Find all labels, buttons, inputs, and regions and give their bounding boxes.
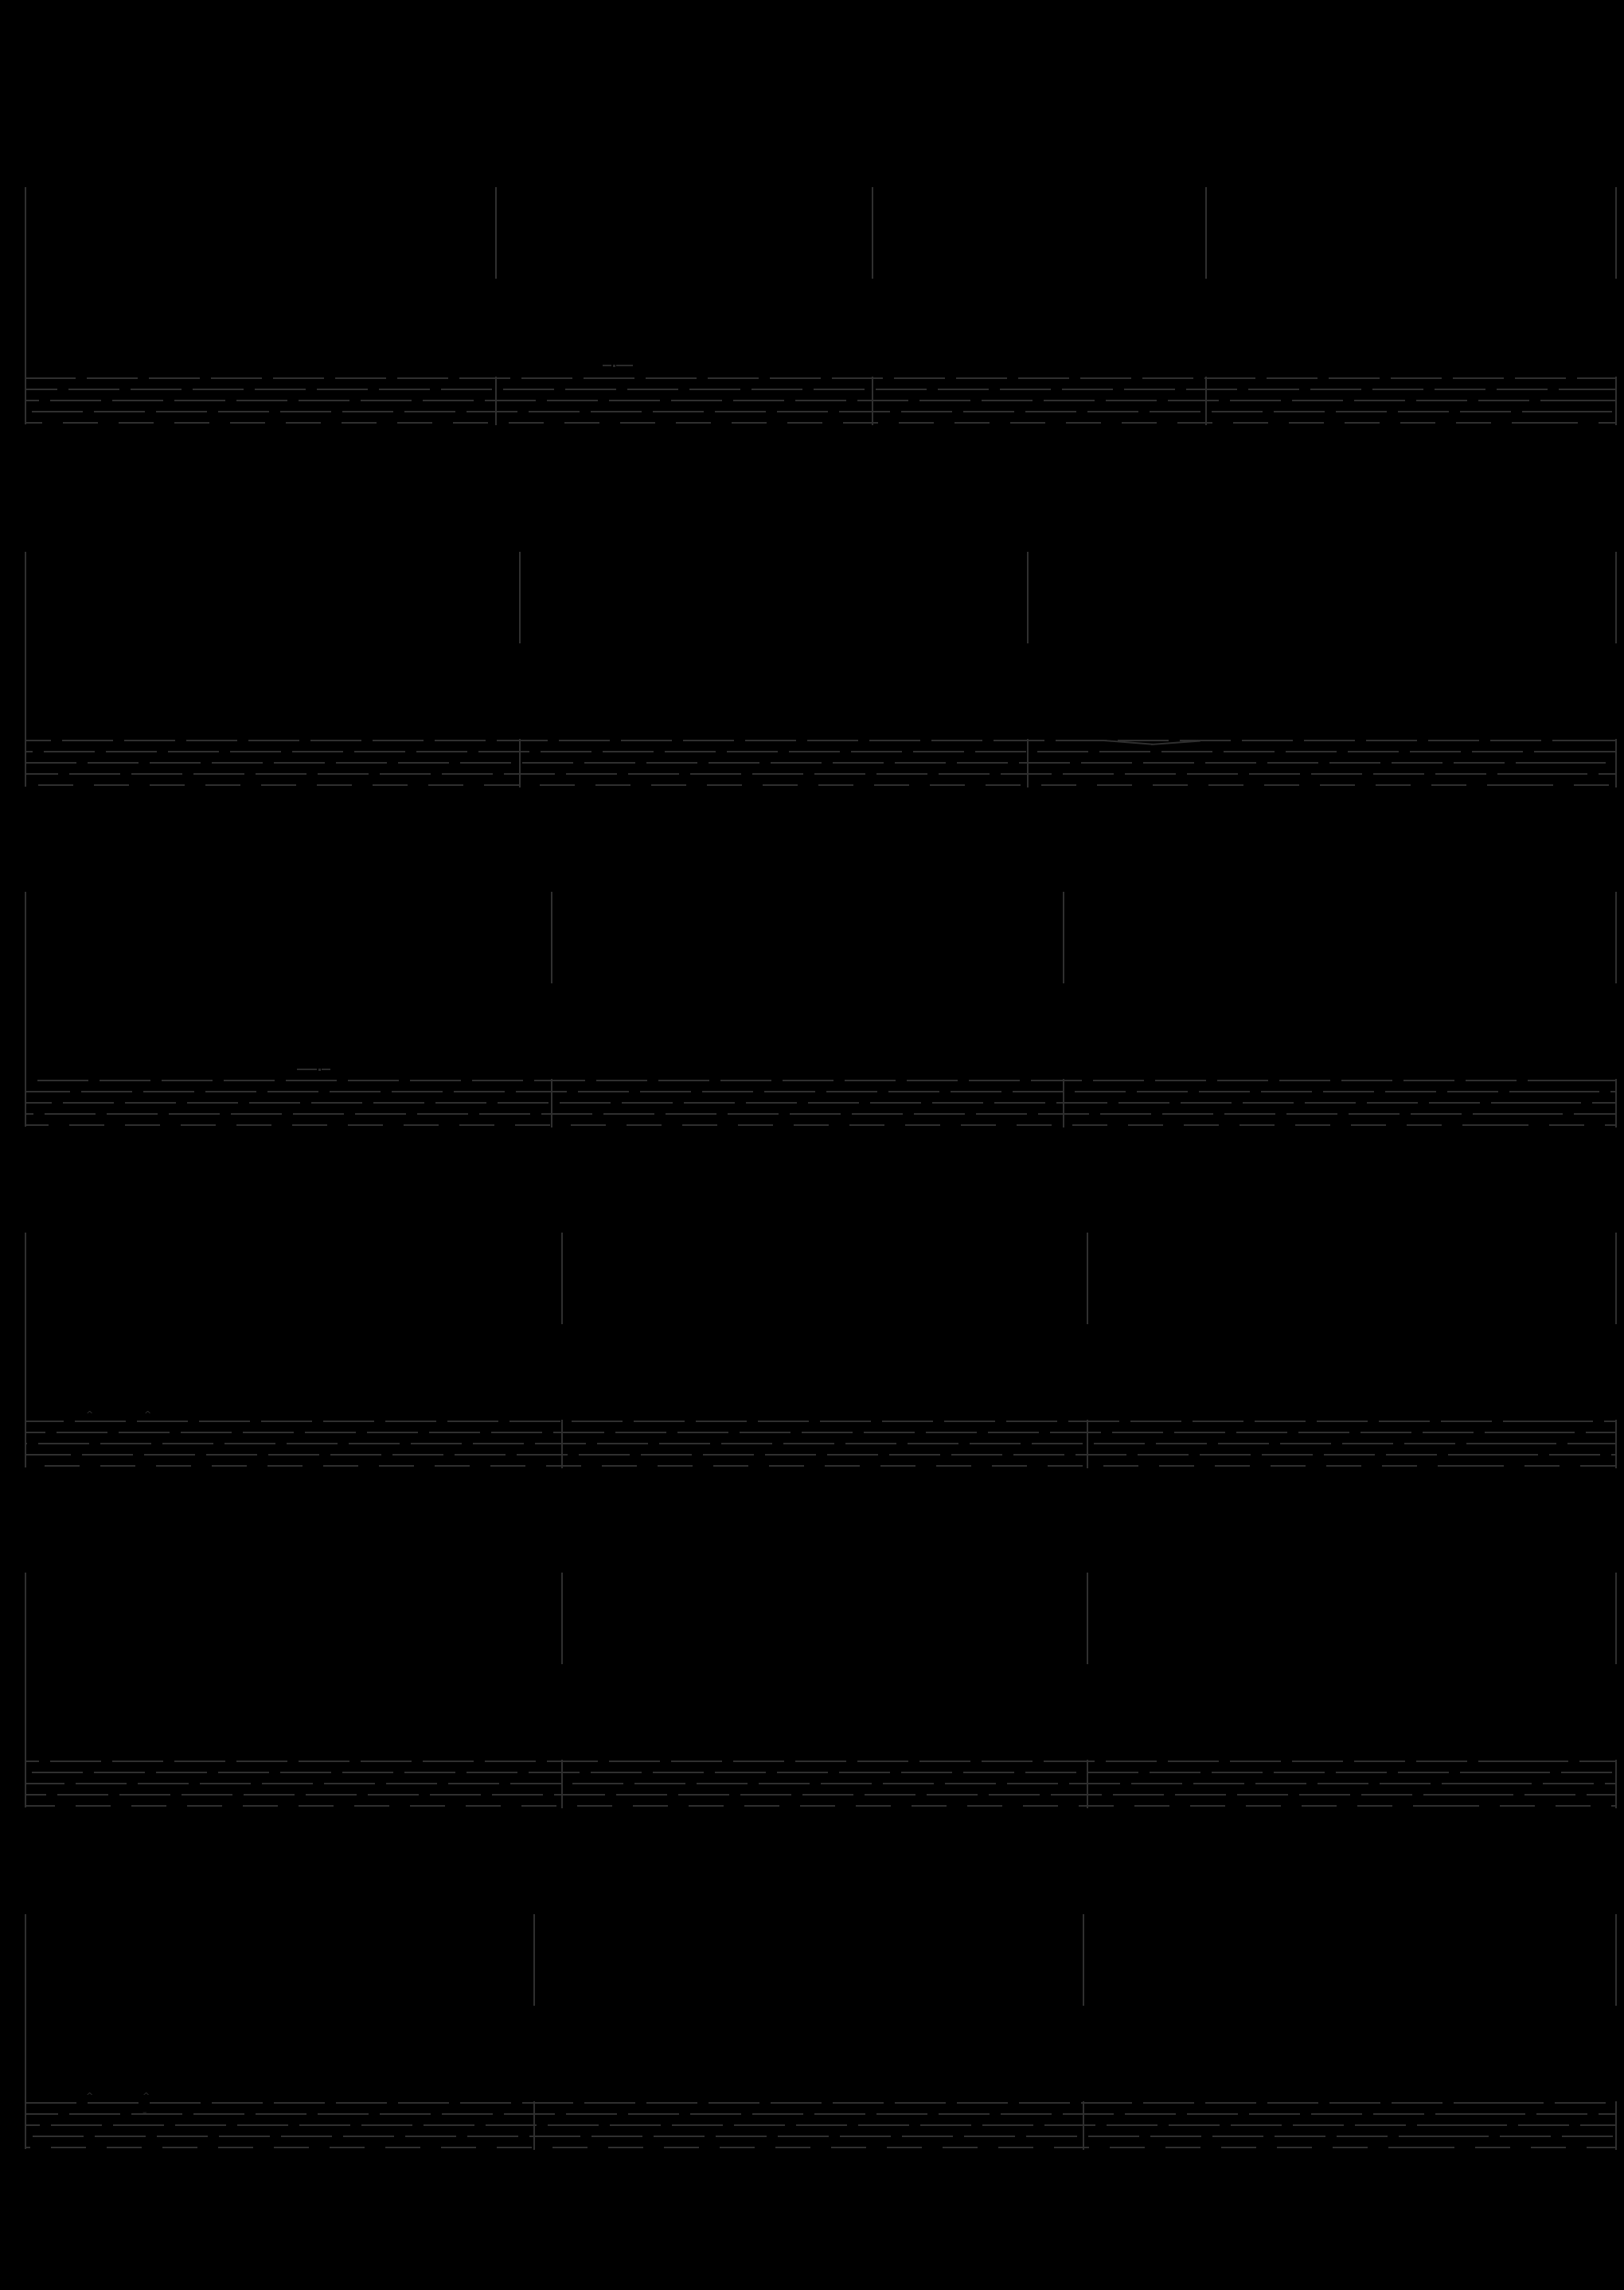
measure-barline xyxy=(519,739,521,787)
staff-line xyxy=(25,1432,1616,1433)
measure-barline xyxy=(1615,1420,1617,1468)
staff-line xyxy=(25,2113,1616,2115)
upper-staff-barline xyxy=(1615,892,1617,983)
illegible-marking-2 xyxy=(322,1069,330,1070)
accent-mark: – xyxy=(142,2107,147,2117)
upper-staff-barline xyxy=(1615,187,1617,279)
accent-mark: ^ xyxy=(86,2091,94,2101)
staff-line xyxy=(25,2102,1616,2104)
upper-staff-barline xyxy=(1087,1233,1088,1324)
measure-barline xyxy=(551,1079,552,1127)
staff-line xyxy=(25,751,1616,752)
staff-line xyxy=(25,1805,1616,1807)
measure-barline xyxy=(1615,377,1617,425)
staff-line xyxy=(25,1794,1616,1796)
staff-line xyxy=(25,762,1616,764)
illegible-marking-1 xyxy=(616,365,633,366)
system-start-barline xyxy=(25,187,26,424)
staff-line xyxy=(25,2124,1616,2126)
measure-barline xyxy=(872,377,873,425)
upper-staff-barline xyxy=(561,1573,563,1664)
staff-line xyxy=(25,1783,1616,1784)
staff-line xyxy=(25,1113,1616,1115)
staff-line xyxy=(25,740,1616,741)
measure-barline xyxy=(1205,377,1207,425)
staff-line xyxy=(25,784,1616,786)
measure-barline xyxy=(1087,1420,1088,1468)
upper-staff-barline xyxy=(1615,1573,1617,1664)
staff-line xyxy=(25,2136,1616,2137)
staff-line xyxy=(25,1760,1616,1762)
measure-barline xyxy=(1083,2101,1084,2150)
staff-line xyxy=(25,1454,1616,1456)
upper-staff-barline xyxy=(1087,1573,1088,1664)
measure-barline xyxy=(561,1760,563,1808)
system-start-barline xyxy=(25,552,26,787)
measure-barline xyxy=(1027,739,1029,787)
staff-line xyxy=(25,1091,1616,1092)
upper-staff-barline xyxy=(872,187,873,279)
upper-staff-barline xyxy=(1615,1914,1617,2006)
staff-line xyxy=(25,1102,1616,1104)
staff-line xyxy=(25,389,1616,390)
upper-staff-barline xyxy=(551,892,552,983)
measure-barline xyxy=(533,2101,535,2150)
upper-staff-barline xyxy=(533,1914,535,2006)
staff-line xyxy=(25,400,1616,401)
upper-staff-barline xyxy=(1205,187,1207,279)
upper-staff-barline xyxy=(519,552,521,643)
measure-barline xyxy=(561,1420,563,1468)
staff-line xyxy=(25,773,1616,775)
upper-staff-barline xyxy=(1063,892,1064,983)
staff-line xyxy=(25,422,1616,424)
upper-staff-barline xyxy=(495,187,497,279)
system-start-barline xyxy=(25,1573,26,1807)
measure-barline xyxy=(1063,1079,1064,1127)
staff-line xyxy=(25,1080,1616,1081)
accent-mark: ^ xyxy=(144,1409,152,1420)
system-start-barline xyxy=(25,1914,26,2149)
measure-barline xyxy=(1615,2101,1617,2150)
staff-line xyxy=(25,1465,1616,1467)
illegible-marking-1 xyxy=(603,365,611,366)
staff-line xyxy=(25,2147,1616,2148)
measure-barline xyxy=(1087,1760,1088,1808)
staff-line xyxy=(25,377,1616,379)
staff-line xyxy=(25,411,1616,412)
upper-staff-barline xyxy=(561,1233,563,1324)
upper-staff-barline xyxy=(1615,552,1617,643)
accent-mark: ^ xyxy=(142,2091,150,2101)
staff-line xyxy=(25,1772,1616,1773)
illegible-marking-1 xyxy=(613,365,615,367)
system-start-barline xyxy=(25,892,26,1127)
measure-barline xyxy=(495,377,497,425)
measure-barline xyxy=(1615,1079,1617,1127)
upper-staff-barline xyxy=(1615,1233,1617,1324)
measure-barline xyxy=(1615,739,1617,787)
accent-mark: ^ xyxy=(86,1409,94,1420)
illegible-marking-2 xyxy=(318,1069,321,1071)
staff-line xyxy=(25,1443,1616,1444)
upper-staff-barline xyxy=(1027,552,1029,643)
staff-line xyxy=(25,1124,1616,1126)
staff-line xyxy=(25,1421,1616,1422)
system-start-barline xyxy=(25,1233,26,1467)
illegible-marking-2 xyxy=(297,1069,317,1070)
measure-barline xyxy=(1615,1760,1617,1808)
upper-staff-barline xyxy=(1083,1914,1084,2006)
